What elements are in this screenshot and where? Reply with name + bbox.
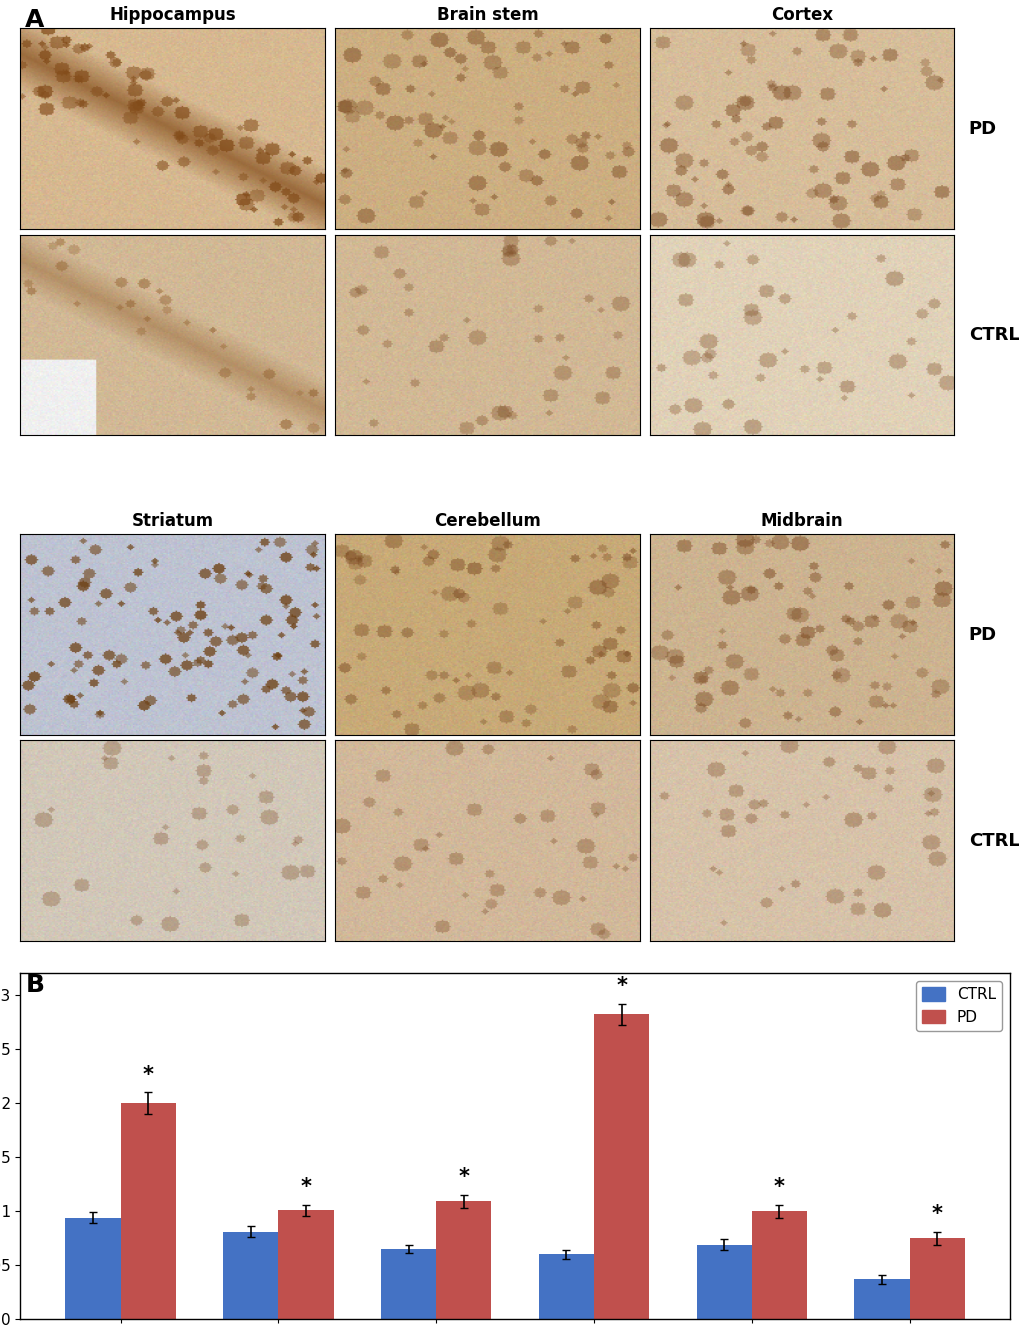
Text: *: * [458, 1167, 469, 1187]
Bar [696, 1245, 751, 1319]
Text: Brain stem: Brain stem [436, 5, 538, 24]
Text: *: * [143, 1065, 154, 1085]
Bar [751, 1211, 806, 1319]
Bar [909, 1238, 964, 1319]
Bar [436, 1201, 491, 1319]
Text: Cerebellum: Cerebellum [433, 512, 540, 529]
Bar [854, 1280, 909, 1319]
Bar [593, 1014, 648, 1319]
Text: *: * [615, 976, 627, 996]
Bar [538, 1254, 593, 1319]
Text: Midbrain: Midbrain [760, 512, 843, 529]
Text: *: * [301, 1177, 311, 1197]
Text: CTRL: CTRL [968, 326, 1018, 343]
Text: PD: PD [968, 119, 996, 138]
Text: CTRL: CTRL [968, 831, 1018, 850]
Bar [278, 1211, 333, 1319]
Text: Cortex: Cortex [770, 5, 833, 24]
Bar [120, 1103, 175, 1319]
Text: Striatum: Striatum [131, 512, 214, 529]
Text: *: * [773, 1177, 785, 1197]
Legend: CTRL, PD: CTRL, PD [915, 981, 1002, 1030]
Bar [65, 1217, 120, 1319]
Bar [223, 1232, 278, 1319]
Text: *: * [930, 1204, 942, 1224]
Text: PD: PD [968, 626, 996, 643]
Text: Hippocampus: Hippocampus [109, 5, 236, 24]
Bar [381, 1249, 436, 1319]
Text: B: B [25, 973, 45, 997]
Text: A: A [25, 8, 45, 33]
